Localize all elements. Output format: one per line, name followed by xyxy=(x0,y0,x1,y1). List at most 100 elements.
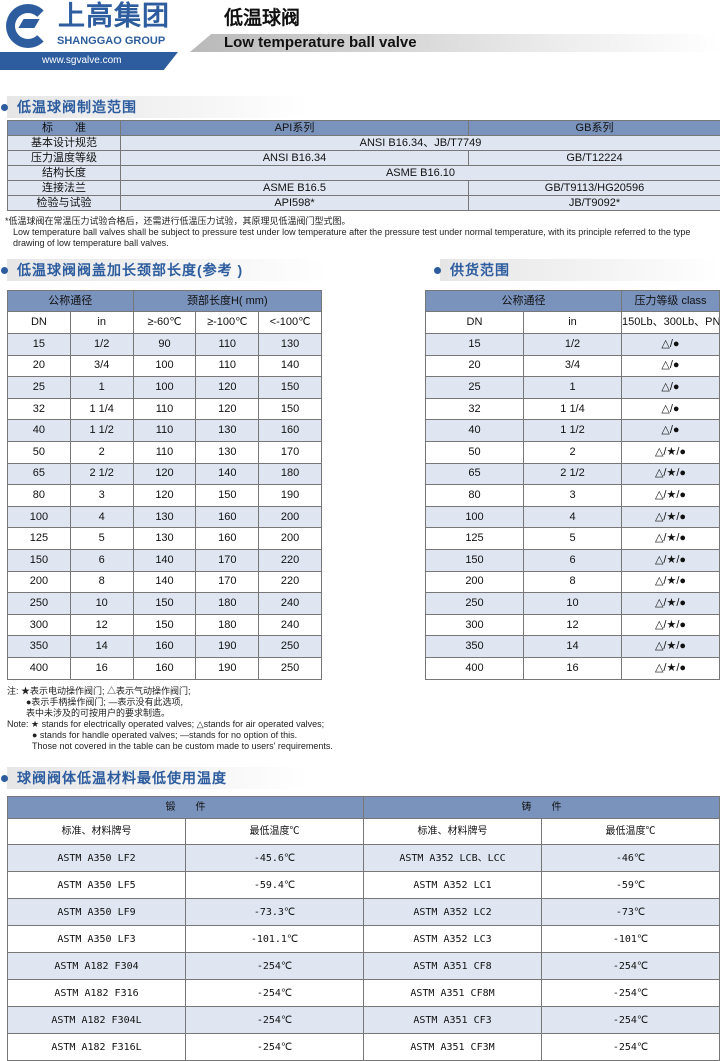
table-cell: 14 xyxy=(70,636,133,658)
table-cell: △/● xyxy=(622,355,720,377)
table-cell: 65 xyxy=(8,463,71,485)
table-cell: 15 xyxy=(426,334,524,356)
table-cell: GB/T12224 xyxy=(469,151,720,166)
column-subheader: 标准、材料牌号 xyxy=(364,819,542,845)
table-cell: △/★/● xyxy=(622,528,720,550)
table-cell: 25 xyxy=(8,377,71,399)
section-title-neck: 低温球阀阀盖加长颈部长度(参考 ) xyxy=(7,259,327,281)
table-cell: 125 xyxy=(8,528,71,550)
logo-icon xyxy=(6,4,50,48)
table-cell: △/★/● xyxy=(622,549,720,571)
row-header: 结构长度 xyxy=(8,166,121,181)
table-cell: 170 xyxy=(196,549,259,571)
table-cell: △/● xyxy=(622,398,720,420)
table-cell: 8 xyxy=(524,571,622,593)
table-cell: 200 xyxy=(426,571,524,593)
table-cell: 190 xyxy=(259,485,322,507)
table-cell: 25 xyxy=(426,377,524,399)
table-cell: 80 xyxy=(426,485,524,507)
column-subheader: DN xyxy=(426,312,524,334)
table-cell: 300 xyxy=(426,614,524,636)
row-header: 检验与试验 xyxy=(8,196,121,211)
table-cell: ASME B16.5 xyxy=(121,181,469,196)
table-cell: 160 xyxy=(196,506,259,528)
bullet-icon xyxy=(1,267,8,274)
table-cell: 1 1/2 xyxy=(524,420,622,442)
table-cell: 16 xyxy=(524,657,622,679)
website-link[interactable]: www.sgvalve.com xyxy=(42,55,121,67)
note-line: Those not covered in the table can be cu… xyxy=(7,741,337,752)
table-cell: -254℃ xyxy=(186,1034,364,1061)
table-cell: △/★/● xyxy=(622,636,720,658)
column-header: 公称通径 xyxy=(8,291,134,312)
table-cell: 200 xyxy=(259,528,322,550)
logo-subtext: SHANGGAO GROUP xyxy=(57,35,165,48)
table-cell: 3/4 xyxy=(70,355,133,377)
table-cell: -254℃ xyxy=(542,1034,720,1061)
table-cell: 1/2 xyxy=(524,334,622,356)
table-cell: 3 xyxy=(524,485,622,507)
table-cell: 2 1/2 xyxy=(524,463,622,485)
table-cell: ASTM A350 LF2 xyxy=(8,845,186,872)
note-line: ●表示手柄操作阀门; —表示没有此选项, xyxy=(7,697,337,708)
table-cell: 190 xyxy=(196,636,259,658)
note-line: 注: ★表示电动操作阀门; △表示气动操作阀门; xyxy=(7,686,337,697)
column-subheader: ≥-60℃ xyxy=(133,312,196,334)
table-cell: -254℃ xyxy=(186,1007,364,1034)
table-cell: JB/T9092* xyxy=(469,196,720,211)
table-cell: 14 xyxy=(524,636,622,658)
table-cell: 110 xyxy=(133,398,196,420)
table-cell: 140 xyxy=(196,463,259,485)
row-header: 压力温度等级 xyxy=(8,151,121,166)
table-cell: API598* xyxy=(121,196,469,211)
table-cell: △/★/● xyxy=(622,614,720,636)
column-header: 公称通径 xyxy=(426,291,622,312)
table-cell: ASTM A351 CF8M xyxy=(364,980,542,1007)
section-title-supply: 供货范围 xyxy=(440,259,720,281)
table-cell: 220 xyxy=(259,571,322,593)
table-cell: 400 xyxy=(426,657,524,679)
section-title-text: 低温球阀制造范围 xyxy=(17,99,137,115)
column-header: GB系列 xyxy=(469,121,720,136)
note-en: Low temperature ball valves shall be sub… xyxy=(5,227,720,249)
legend-notes: 注: ★表示电动操作阀门; △表示气动操作阀门; ●表示手柄操作阀门; —表示没… xyxy=(7,686,337,752)
column-header: 锻 件 xyxy=(8,797,364,819)
table-cell: -73℃ xyxy=(542,899,720,926)
table-cell: 130 xyxy=(259,334,322,356)
table-cell: 3/4 xyxy=(524,355,622,377)
table-cell: △/★/● xyxy=(622,571,720,593)
table-cell: 170 xyxy=(259,441,322,463)
note-cn: *低温球阀在常温压力试验合格后，还需进行低温压力试验，其原理见低温阀门型式图。 xyxy=(5,216,720,227)
logo-text: 上高集团 xyxy=(58,2,170,32)
table-cell: 180 xyxy=(259,463,322,485)
table-cell: 2 xyxy=(70,441,133,463)
table-cell: 50 xyxy=(8,441,71,463)
note-line: Note: ★ stands for electrically operated… xyxy=(7,719,337,730)
table-cell: 130 xyxy=(133,506,196,528)
table-cell: 1/2 xyxy=(70,334,133,356)
table-cell: 120 xyxy=(133,463,196,485)
table-cell: 15 xyxy=(8,334,71,356)
table-cell: △/★/● xyxy=(622,463,720,485)
table-cell: △/★/● xyxy=(622,441,720,463)
table-cell: 1 1/2 xyxy=(70,420,133,442)
table-cell: ASTM A350 LF3 xyxy=(8,926,186,953)
table-cell: ASTM A351 CF3 xyxy=(364,1007,542,1034)
